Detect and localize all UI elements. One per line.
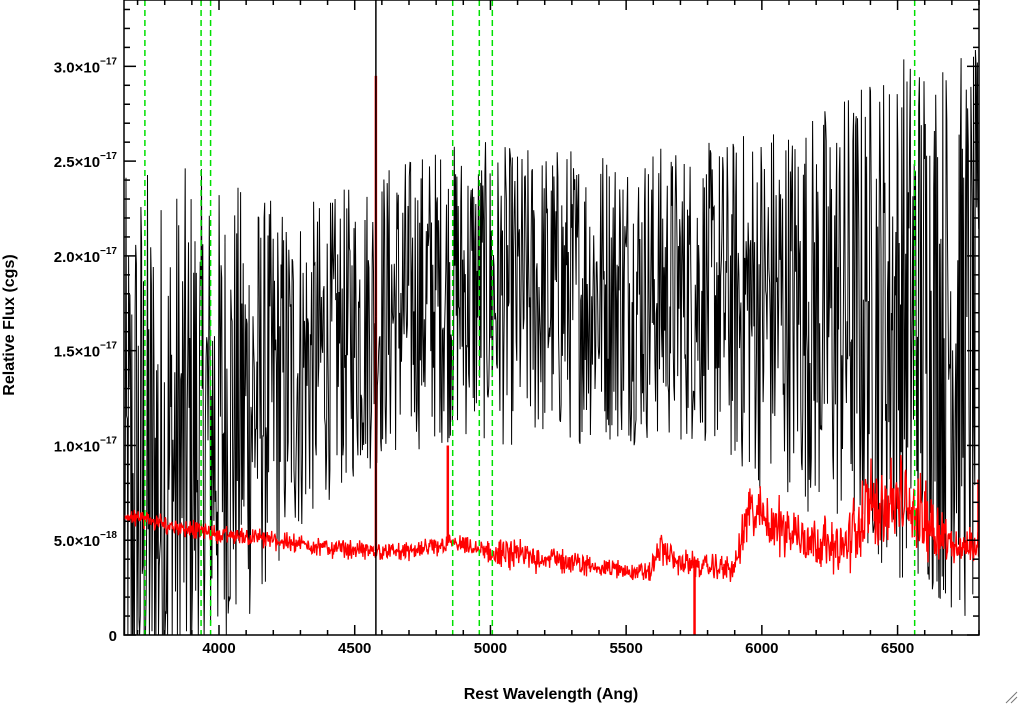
y-tick-label: 5.0×10−18 [54, 530, 118, 550]
y-tick-label: 2.5×10−17 [54, 151, 118, 171]
x-tick-label: 4000 [202, 640, 235, 657]
series-black-line [123, 49, 980, 636]
y-tick-label: 0 [109, 628, 117, 645]
x-tick-label: 5500 [609, 640, 642, 657]
axis-ticks: 4000 4500 5000 5500 6000 6500 0 5.0×10−18 1.0×10… [54, 0, 980, 657]
x-tick-label: 6500 [881, 640, 914, 657]
x-tick-label: 5000 [474, 640, 507, 657]
y-tick-label: 3.0×10−17 [54, 56, 118, 76]
x-tick-label: 6000 [745, 640, 778, 657]
y-axis-title: Relative Flux (cgs) [1, 254, 18, 395]
y-tick-label: 1.0×10−17 [54, 435, 118, 455]
resize-grip-icon[interactable] [1004, 690, 1018, 704]
series-layer [123, 0, 980, 636]
reference-lines [144, 0, 916, 635]
x-tick-label: 4500 [338, 640, 371, 657]
plot-frame [123, 0, 980, 636]
y-tick-label: 2.0×10−17 [54, 246, 118, 266]
x-axis-title: Rest Wavelength (Ang) [464, 686, 639, 703]
y-tick-label: 1.5×10−17 [54, 341, 118, 361]
series-red-line [123, 454, 980, 582]
